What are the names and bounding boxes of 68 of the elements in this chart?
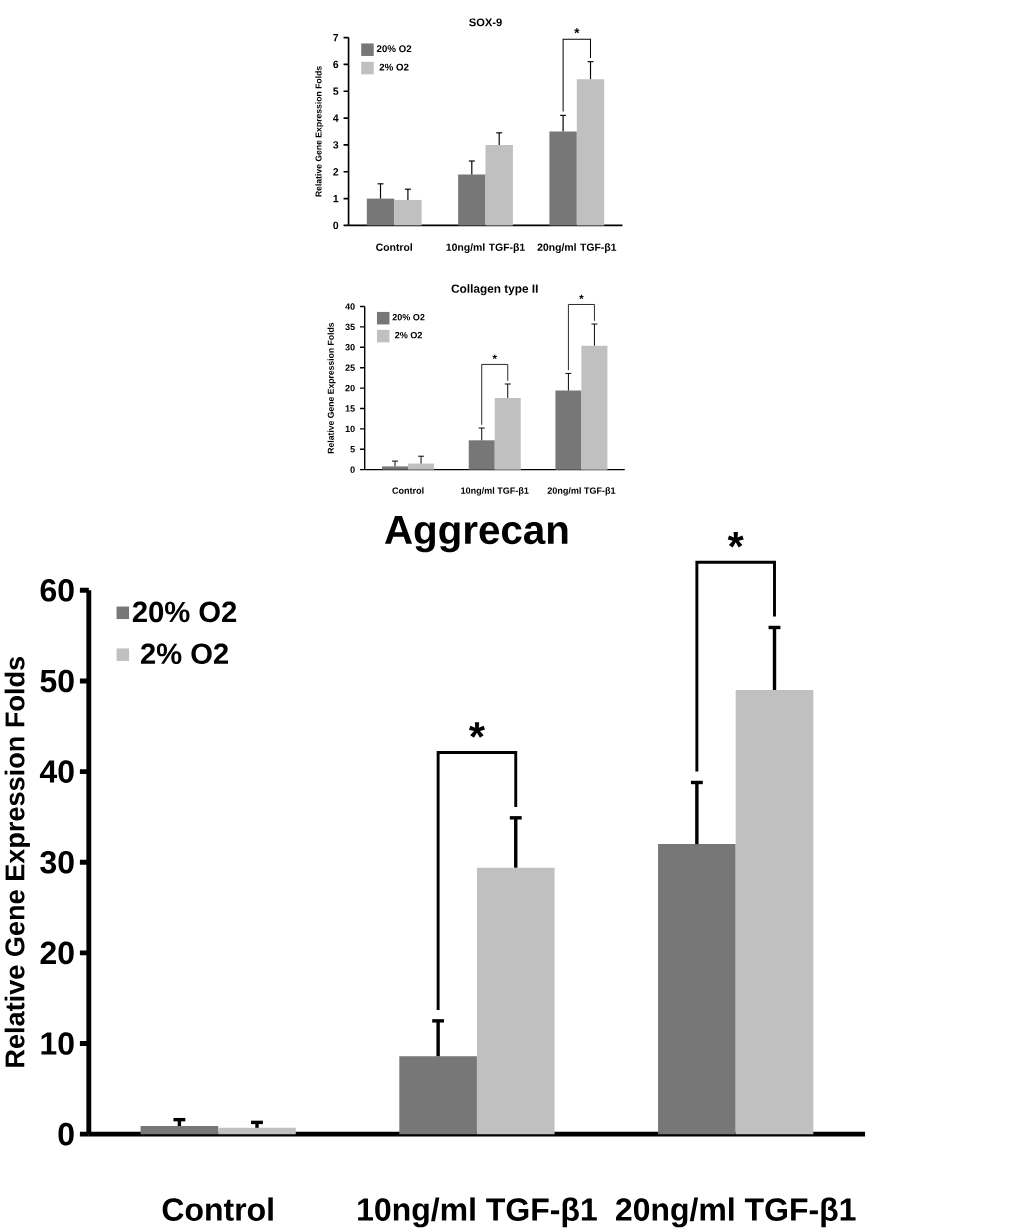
y-tick-label: 30 [40, 850, 74, 874]
bar [576, 79, 605, 226]
text: * [727, 531, 744, 548]
text: * [579, 294, 584, 300]
y-axis-title: Relative Gene Expression Folds [315, 66, 324, 197]
bar [366, 198, 395, 226]
bar [657, 844, 736, 1135]
y-tick-label: 25 [345, 364, 355, 371]
bar [218, 1127, 296, 1135]
bar [407, 463, 434, 470]
legend-label: 20% O2 [392, 313, 425, 321]
bar [140, 1126, 219, 1135]
x-tick-label: Control [376, 243, 412, 251]
y-tick-label: 40 [345, 303, 355, 310]
y-tick-label: 7 [333, 33, 339, 42]
y-tick-label: 15 [345, 405, 355, 412]
y-tick-label: 3 [332, 141, 339, 149]
y-tick-label: 0 [58, 1122, 74, 1146]
bar [485, 144, 513, 226]
bar [476, 867, 555, 1135]
bar [735, 690, 814, 1135]
legend-label: 20% O2 [376, 45, 412, 53]
y-tick-label: 60 [40, 578, 74, 602]
legend-label: 2% O2 [140, 643, 228, 665]
y-tick-label: 0 [350, 466, 355, 473]
chart-title: Collagen type II [451, 284, 538, 296]
y-tick-label: 20 [345, 384, 355, 392]
y-axis-title: Relative Gene Expression Folds [327, 322, 336, 454]
bar [581, 345, 608, 470]
y-tick-label: 4 [332, 114, 339, 122]
x-tick-label: 20ng/ml TGF-β1 [537, 243, 617, 253]
x-tick-label: Control [162, 1197, 273, 1221]
y-tick-label: 20 [40, 941, 74, 965]
bar [555, 390, 582, 470]
bar [494, 397, 521, 470]
y-tick-label: 0 [333, 221, 339, 230]
x-tick-label: 20ng/ml TGF-β1 [615, 1197, 856, 1228]
y-tick-label: 10 [41, 1032, 74, 1055]
y-tick-label: 2 [333, 168, 339, 176]
legend-label: 2% O2 [394, 331, 422, 339]
bar [549, 131, 577, 226]
chart-title: Aggrecan [384, 516, 568, 553]
bar [394, 199, 422, 226]
legend-label: 2% O2 [379, 63, 409, 71]
y-tick-label: 30 [345, 344, 355, 351]
text: * [574, 28, 580, 34]
bar [458, 174, 486, 226]
annotation: * [492, 354, 497, 360]
bar [468, 440, 495, 470]
x-tick-label: 10ng/ml TGF-β1 [358, 1197, 597, 1228]
y-tick-label: 5 [350, 446, 355, 453]
bar [399, 1056, 477, 1135]
y-tick-label: 5 [333, 87, 339, 95]
y-tick-label: 6 [333, 60, 339, 69]
y-tick-label: 1 [333, 195, 339, 203]
y-tick-label: 35 [345, 323, 355, 331]
chart-title: SOX-9 [469, 18, 502, 27]
annotation: * [468, 722, 485, 738]
legend-label: 20% O2 [132, 601, 237, 623]
x-tick-label: 10ng/ml TGF-β1 [446, 243, 525, 253]
bar [381, 466, 408, 470]
x-tick-label: 20ng/ml TGF-β1 [547, 487, 616, 496]
y-tick-label: 50 [40, 669, 74, 693]
x-tick-label: Control [392, 487, 424, 494]
y-tick-label: 10 [345, 425, 355, 433]
x-tick-label: 10ng/ml TGF-β1 [461, 487, 529, 496]
y-tick-label: 40 [39, 760, 74, 783]
y-axis-title: Relative Gene Expression Folds [4, 656, 30, 1067]
